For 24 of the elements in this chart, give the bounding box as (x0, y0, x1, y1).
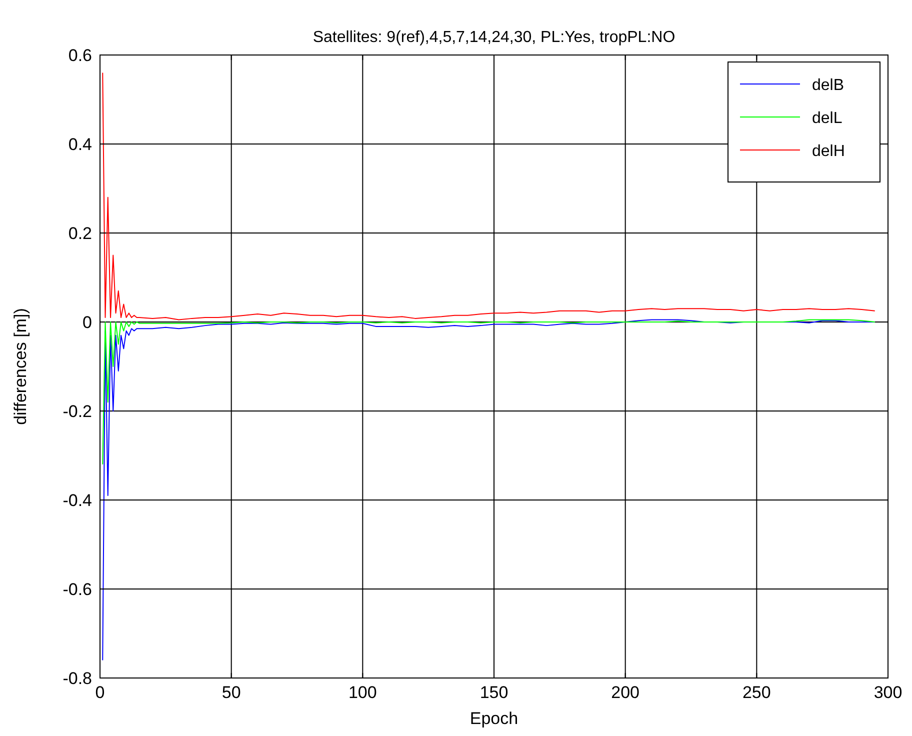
x-axis-title: Epoch (470, 709, 518, 728)
legend-label: delH (812, 143, 845, 160)
y-tick-label: -0.6 (62, 580, 92, 599)
line-series (102, 319, 876, 465)
y-tick-label: -0.2 (62, 402, 92, 421)
y-axis-title: differences [m]) (11, 308, 30, 425)
x-tick-label: 250 (742, 683, 771, 702)
y-tick-label: 0.6 (68, 46, 92, 65)
x-tick-label: 200 (611, 683, 640, 702)
y-tick-label: 0 (82, 313, 92, 332)
x-tick-label: 300 (874, 683, 902, 702)
y-tick-label: 0.2 (68, 224, 92, 243)
x-tick-label: 150 (480, 683, 508, 702)
chart-title: Satellites: 9(ref),4,5,7,14,24,30, PL:Yes, tropPL:NO (312, 29, 676, 46)
line-series (102, 319, 876, 661)
legend-label: delL (812, 110, 842, 127)
y-tick-label: 0.4 (68, 135, 92, 154)
x-tick-label: 0 (95, 683, 105, 702)
x-tick-label: 100 (348, 683, 377, 702)
y-tick-label: -0.4 (62, 491, 92, 510)
x-tick-label: 50 (222, 683, 241, 702)
legend-label: delB (812, 77, 844, 94)
line-series (102, 72, 876, 320)
y-tick-label: -0.8 (62, 669, 92, 688)
